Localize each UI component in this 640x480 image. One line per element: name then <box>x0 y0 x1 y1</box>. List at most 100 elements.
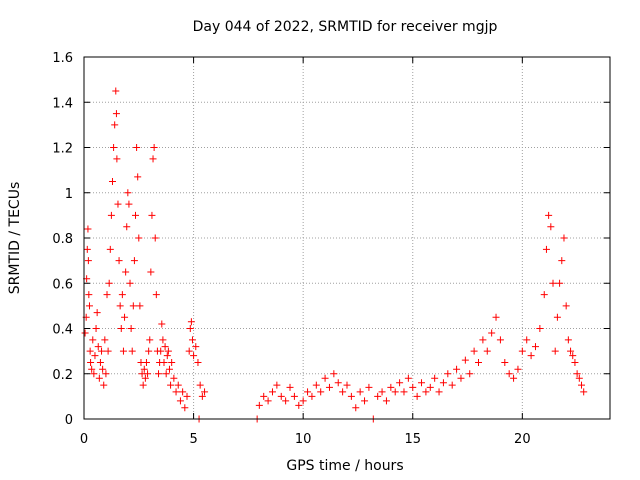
data-point <box>567 347 575 355</box>
data-point <box>347 392 355 400</box>
data-point <box>174 381 182 389</box>
data-point <box>122 268 130 276</box>
data-point <box>431 374 439 382</box>
data-point <box>158 320 166 328</box>
data-point <box>108 177 116 185</box>
data-point <box>290 392 298 400</box>
data-point <box>113 155 121 163</box>
data-point <box>461 356 469 364</box>
data-point <box>260 392 268 400</box>
data-point <box>188 336 196 344</box>
axis-ticks: 0 0.2 0.4 0.6 0.8 1 1.2 1.4 1.6 0 5 10 15 20 <box>52 51 610 447</box>
data-point <box>111 121 119 129</box>
data-point <box>147 268 155 276</box>
data-point <box>86 347 94 355</box>
data-point <box>170 374 178 382</box>
data-point <box>85 291 93 299</box>
y-tick-label: 0.2 <box>52 368 73 383</box>
data-point <box>413 392 421 400</box>
y-tick-label: 1.4 <box>52 96 73 111</box>
data-point <box>172 388 180 396</box>
data-point <box>183 392 191 400</box>
data-point <box>496 336 504 344</box>
data-point <box>125 200 133 208</box>
data-point <box>101 336 109 344</box>
data-point <box>83 245 91 253</box>
data-point <box>418 379 426 387</box>
x-tick-label: 20 <box>514 432 531 447</box>
data-point <box>492 313 500 321</box>
plot-frame <box>83 56 611 420</box>
data-point <box>84 257 92 265</box>
data-point <box>312 381 320 389</box>
data-point <box>317 388 325 396</box>
data-point <box>141 374 149 382</box>
data-point <box>475 358 482 366</box>
data-point <box>564 336 572 344</box>
data-point <box>365 383 373 391</box>
data-point <box>99 365 107 373</box>
data-point <box>103 291 111 299</box>
data-point <box>107 211 115 219</box>
data-point <box>483 347 491 355</box>
data-point <box>343 381 351 389</box>
data-point <box>575 374 583 382</box>
data-point <box>100 381 108 389</box>
data-point <box>321 374 329 382</box>
data-point <box>562 302 570 310</box>
data-point <box>540 291 548 299</box>
data-point <box>155 370 163 378</box>
data-point <box>400 388 408 396</box>
data-point <box>92 325 100 332</box>
data-point <box>264 397 272 405</box>
data-point <box>339 388 347 396</box>
data-point <box>162 370 170 378</box>
data-point <box>112 87 120 95</box>
data-point <box>196 381 204 389</box>
data-point <box>542 245 550 253</box>
data-point <box>578 381 586 389</box>
y-tick-label: 0.6 <box>52 277 73 292</box>
data-point <box>185 347 193 355</box>
data-point <box>105 279 113 287</box>
data-point <box>149 155 157 163</box>
y-tick-label: 1.2 <box>52 142 73 157</box>
data-point <box>457 374 465 382</box>
data-point <box>560 234 568 242</box>
data-point <box>126 279 134 287</box>
y-tick-label: 0 <box>65 413 73 428</box>
data-point <box>90 370 98 378</box>
data-point <box>146 336 154 344</box>
data-point <box>466 370 474 378</box>
data-point <box>422 388 430 396</box>
data-point <box>580 388 588 396</box>
data-point <box>505 370 513 378</box>
data-point <box>523 336 531 344</box>
data-point <box>179 388 187 396</box>
data-point <box>139 381 147 389</box>
y-tick-label: 1.6 <box>52 51 73 66</box>
data-point <box>163 352 171 360</box>
data-point <box>439 379 447 387</box>
data-point <box>94 343 102 351</box>
data-marks <box>81 87 588 423</box>
data-point <box>157 347 165 355</box>
data-point <box>192 343 200 351</box>
data-point <box>127 325 135 332</box>
data-point <box>569 352 577 360</box>
y-tick-label: 0.4 <box>52 323 73 338</box>
x-tick-label: 15 <box>404 432 421 447</box>
data-point <box>87 358 95 366</box>
data-point <box>119 347 127 355</box>
data-point <box>448 381 456 389</box>
data-point <box>134 173 142 181</box>
data-point <box>361 397 369 405</box>
data-point <box>106 245 114 253</box>
data-point <box>89 336 97 344</box>
data-point <box>85 302 93 310</box>
data-point <box>132 211 140 219</box>
data-point <box>334 379 342 387</box>
data-point <box>571 358 579 366</box>
chart-title: Day 044 of 2022, SRMTID for receiver mgj… <box>193 19 498 35</box>
data-point <box>152 291 160 299</box>
